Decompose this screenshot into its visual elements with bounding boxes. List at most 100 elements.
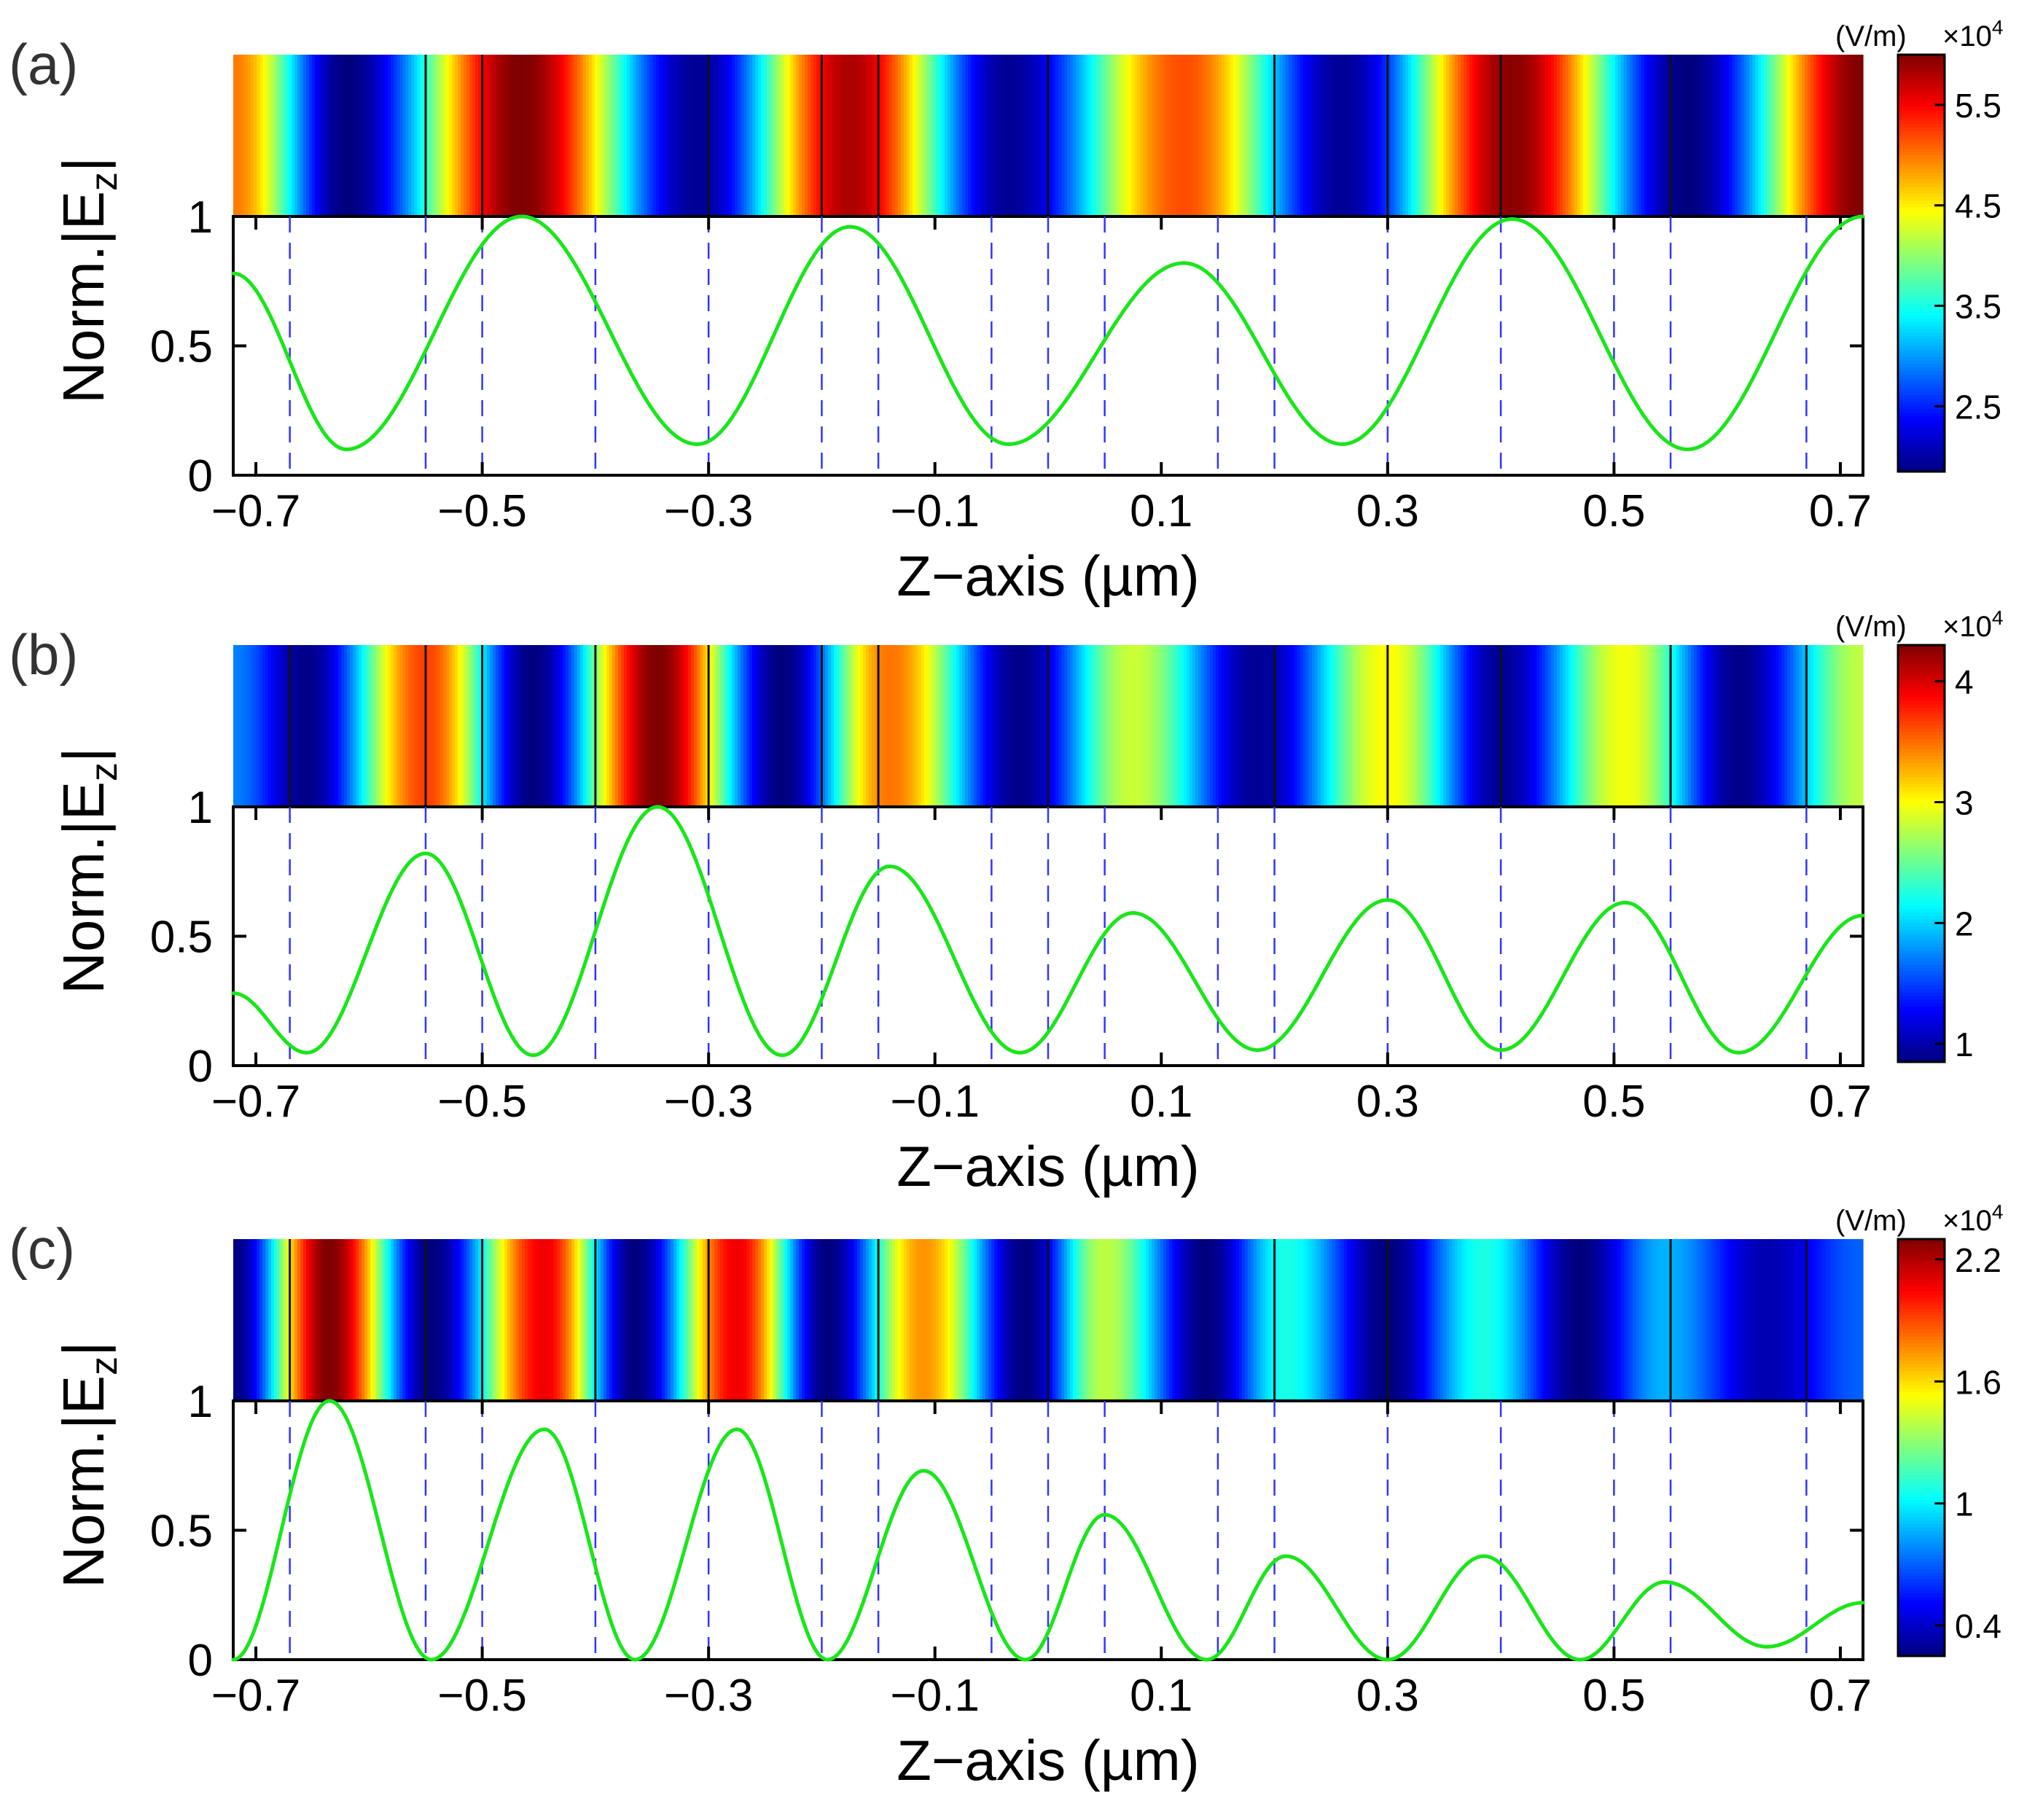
colorbar-segment (1898, 356, 1945, 362)
field-map-strip (1219, 645, 1222, 807)
field-map-strip (303, 55, 307, 216)
field-map-strip (1813, 645, 1817, 807)
field-map-strip (1405, 645, 1409, 807)
field-map-strip (799, 55, 802, 216)
y-tick-label: 1 (188, 1377, 213, 1427)
field-map-strip (1647, 1239, 1651, 1401)
field-map-strip (347, 645, 351, 807)
x-axis-label: Z−axis (µm) (897, 1134, 1199, 1198)
field-map-strip (907, 645, 910, 807)
colorbar-segment (1898, 884, 1945, 889)
field-map-strip (1816, 645, 1820, 807)
field-map-strip (324, 645, 327, 807)
data-point (1736, 1050, 1741, 1055)
field-map-strip (1335, 645, 1339, 807)
field-map-strip (1271, 55, 1275, 216)
field-map-strip (761, 1239, 765, 1401)
field-map-strip (1376, 645, 1380, 807)
field-map-strip (292, 1239, 295, 1401)
field-map-strip (356, 645, 359, 807)
field-map-strip (834, 1239, 837, 1401)
field-map-strip (1102, 1239, 1106, 1401)
colorbar-segment (1898, 1329, 1945, 1334)
field-map (233, 645, 1864, 807)
field-map-strip (1114, 55, 1117, 216)
field-map-strip (356, 1239, 359, 1401)
field-map-strip (1067, 55, 1071, 216)
field-map-strip (889, 55, 893, 216)
colorbar-segment (1898, 130, 1945, 136)
field-map-strip (321, 645, 324, 807)
field-map-strip (1423, 1239, 1426, 1401)
field-map-strip (822, 1239, 826, 1401)
field-map-strip (1764, 1239, 1768, 1401)
field-map-strip (1484, 645, 1488, 807)
field-map-strip (545, 55, 549, 216)
field-map-strip (297, 1239, 301, 1401)
field-map-strip (1534, 55, 1537, 216)
field-map-strip (1111, 55, 1114, 216)
field-map-strip (1411, 1239, 1415, 1401)
data-point (735, 1427, 739, 1432)
colorbar-segment (1898, 1350, 1945, 1355)
colorbar-segment (1898, 1552, 1945, 1556)
field-map-strip (440, 1239, 444, 1401)
colorbar-segment (1898, 1395, 1945, 1400)
colorbar-segment (1898, 1047, 1945, 1052)
field-map-strip (601, 1239, 604, 1401)
field-map-strip (1574, 55, 1578, 216)
field-map-strip (732, 645, 735, 807)
field-map-strip (703, 645, 706, 807)
field-map-strip (1545, 645, 1549, 807)
field-map-strip (1061, 1239, 1065, 1401)
field-map-strip (1624, 645, 1628, 807)
field-map-strip (1207, 55, 1211, 216)
field-map-strip (962, 55, 966, 216)
field-map-strip (735, 1239, 738, 1401)
field-map-strip (706, 55, 709, 216)
field-map-strip (921, 645, 925, 807)
field-map-strip (1659, 645, 1663, 807)
field-map-strip (1032, 1239, 1036, 1401)
colorbar-segment (1898, 232, 1945, 236)
field-map-strip (1566, 1239, 1569, 1401)
data-point (1007, 442, 1011, 446)
colorbar-segment (1898, 756, 1945, 761)
field-map-strip (1137, 55, 1141, 216)
x-axis-label: Z−axis (µm) (897, 1728, 1199, 1792)
colorbar-segment (1898, 270, 1945, 275)
colorbar-segment (1898, 728, 1945, 733)
field-map-strip (1280, 55, 1284, 216)
colorbar-segment (1898, 1291, 1945, 1296)
field-map-strip (1717, 1239, 1721, 1401)
field-map-strip (1843, 55, 1846, 216)
field-map-strip (469, 1239, 473, 1401)
field-map-strip (1860, 1239, 1864, 1401)
colorbar-segment (1898, 124, 1945, 128)
field-map-strip (315, 55, 319, 216)
field-map-strip (1329, 55, 1333, 216)
field-map-strip (1391, 55, 1394, 216)
field-map-strip (1668, 1239, 1671, 1401)
field-map-strip (373, 55, 377, 216)
field-map-strip (1472, 645, 1476, 807)
field-map-strip (711, 645, 715, 807)
field-map-strip (382, 645, 386, 807)
field-map-strip (379, 1239, 383, 1401)
field-map-strip (344, 55, 348, 216)
field-map-strip (1461, 645, 1464, 807)
field-map-strip (1729, 1239, 1733, 1401)
field-map-strip (950, 1239, 954, 1401)
field-map-strip (741, 55, 744, 216)
field-map-strip (1566, 645, 1569, 807)
field-map-strip (1085, 1239, 1088, 1401)
field-map-strip (379, 645, 383, 807)
colorbar-segment (1898, 75, 1945, 80)
field-map-strip (641, 645, 645, 807)
field-map-strip (426, 55, 429, 216)
field-map-strip (1773, 1239, 1776, 1401)
colorbar-segment (1898, 187, 1945, 191)
data-point (1861, 1601, 1865, 1605)
field-map-strip (1157, 1239, 1161, 1401)
field-map-strip (1831, 55, 1835, 216)
